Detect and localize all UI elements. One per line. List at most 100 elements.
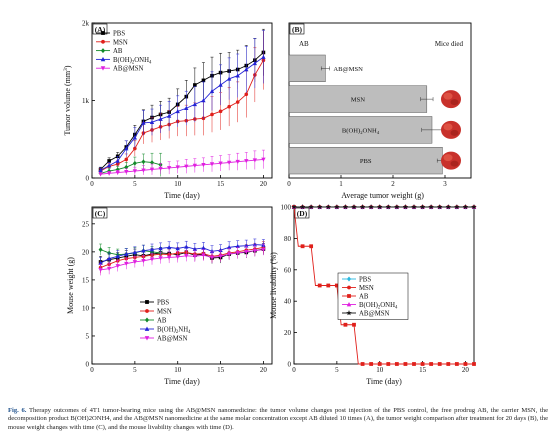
caption-label: Fig. 6.	[8, 407, 27, 414]
data-point	[201, 98, 206, 103]
data-point	[124, 157, 129, 162]
data-point	[471, 203, 477, 210]
series-ab-msn	[98, 149, 266, 177]
data-point	[420, 362, 425, 366]
data-point	[402, 203, 409, 210]
data-point	[453, 203, 460, 210]
data-point	[393, 203, 400, 210]
data-point	[235, 251, 240, 256]
legend-marker	[346, 276, 352, 282]
legend-label: PBS	[113, 31, 125, 38]
data-point	[192, 254, 198, 259]
x-tick-label: 10	[174, 180, 182, 188]
y-tick-label: 15	[82, 276, 90, 284]
panel-label-box	[92, 23, 108, 35]
data-point	[166, 113, 172, 118]
data-point	[158, 246, 163, 251]
data-point	[411, 203, 417, 210]
legend-label: PBS	[359, 277, 371, 284]
data-point	[325, 203, 332, 210]
x-tick-label: 3	[443, 180, 447, 188]
data-point	[437, 362, 442, 366]
bar-header-right: Mice died	[435, 40, 464, 48]
x-tick-label: 5	[133, 366, 137, 374]
data-point	[193, 83, 197, 87]
legend-label: AB@MSN	[359, 311, 390, 318]
data-point	[429, 362, 434, 366]
data-point	[115, 264, 120, 269]
legend-label: AB@MSN	[157, 336, 188, 343]
data-point	[106, 171, 112, 176]
legend-marker	[346, 302, 352, 307]
data-point	[386, 362, 391, 366]
data-point	[235, 159, 240, 165]
legend-label: AB	[359, 294, 369, 301]
data-point	[149, 167, 155, 172]
data-point	[261, 54, 266, 59]
data-point	[218, 161, 223, 166]
series-ab	[292, 205, 476, 366]
legend-marker	[144, 336, 150, 341]
tumor-highlight	[443, 123, 453, 131]
data-point	[428, 203, 435, 210]
data-point	[244, 159, 249, 164]
y-tick-label: 60	[284, 266, 292, 274]
data-point	[235, 243, 240, 249]
data-point	[412, 362, 416, 366]
x-tick-label: 20	[260, 180, 268, 188]
legend-marker	[144, 326, 150, 331]
legend-marker	[346, 309, 352, 316]
y-tick-label: 100	[281, 204, 292, 212]
data-point	[149, 119, 155, 124]
legend-marker	[100, 66, 106, 71]
panel-label-box	[289, 23, 305, 35]
data-point	[98, 268, 103, 273]
data-point	[115, 254, 120, 259]
x-tick-label: 5	[133, 180, 137, 188]
data-point	[218, 254, 223, 259]
tumor-photo	[441, 151, 461, 170]
data-point	[141, 120, 146, 125]
data-point	[192, 246, 198, 251]
series-line	[100, 249, 264, 271]
series-pbs	[98, 28, 266, 172]
tumor-shadow	[450, 99, 459, 106]
data-point	[192, 163, 198, 168]
bar-pbs: PBS	[288, 147, 461, 175]
y-axis-label: Tumor volume (mm3​)	[63, 65, 72, 135]
data-point	[218, 109, 223, 114]
data-point	[124, 146, 129, 151]
x-tick-label: 0	[292, 366, 296, 374]
data-point	[445, 203, 452, 210]
data-point	[209, 88, 215, 93]
data-point	[149, 257, 155, 262]
legend-label: MSN	[113, 39, 128, 46]
data-point	[462, 203, 469, 210]
data-point	[132, 135, 138, 140]
data-point	[436, 203, 443, 210]
data-point	[226, 245, 232, 250]
x-tick-label: 20	[260, 366, 268, 374]
tumor-highlight	[443, 154, 453, 162]
legend-label: B(OH)2​ONH4​	[359, 302, 398, 311]
y-tick-label: 2k	[82, 20, 90, 28]
data-point	[463, 362, 468, 366]
data-point	[132, 169, 138, 174]
data-point	[472, 362, 476, 366]
data-point	[376, 203, 383, 210]
panel-d: 0 5 10 15 20 0 20 40 60 80 100 Time (day) Mouse liva…	[269, 203, 477, 386]
data-point	[334, 283, 339, 288]
data-point	[226, 252, 232, 257]
bar-rect	[288, 54, 326, 82]
data-point	[175, 255, 180, 260]
data-point	[192, 102, 198, 107]
legend-label: AB	[157, 318, 167, 325]
y-axis-label: Mouse weight (g)	[66, 257, 75, 314]
x-axis-label: Time (day)	[366, 377, 402, 386]
bar-rect	[288, 85, 428, 113]
legend: PBS MSN AB B(OH)2​NH4​AB@MSN	[140, 300, 191, 343]
y-tick-label: 0	[288, 361, 292, 369]
tumor-body	[441, 120, 461, 139]
data-point	[124, 170, 129, 175]
